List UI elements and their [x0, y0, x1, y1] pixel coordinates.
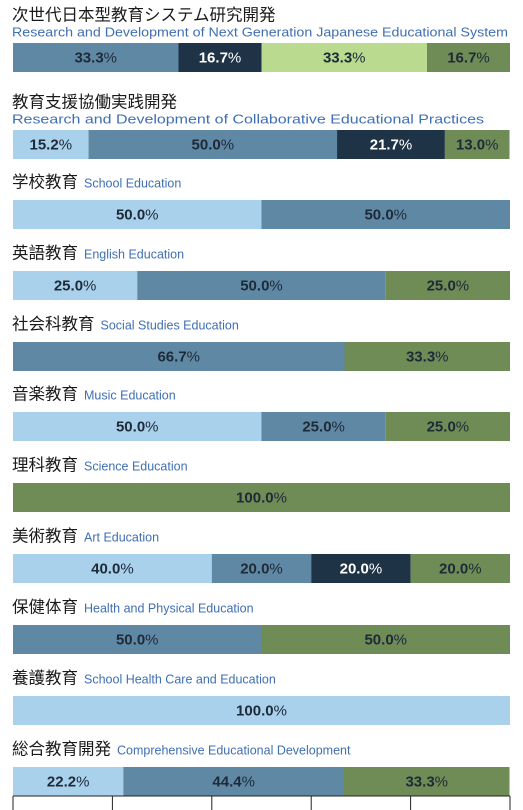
value-label: 50.0%	[240, 277, 283, 294]
bar-segment	[385, 271, 510, 300]
row-subtitle: Music Education	[84, 388, 176, 402]
value-label: 33.3%	[323, 49, 366, 66]
value-label: 33.3%	[406, 348, 449, 365]
value-label: 44.4%	[212, 773, 255, 790]
row-title: 学校教育	[12, 173, 78, 192]
value-label: 13.0%	[456, 136, 499, 153]
bar-segment	[13, 625, 262, 654]
bar-segment	[13, 696, 510, 725]
row-subtitle: Science Education	[84, 459, 188, 473]
row-title: 社会科教育	[12, 315, 95, 334]
bar-segment	[13, 767, 124, 796]
bar-segment	[344, 342, 510, 371]
value-label: 100.0%	[236, 702, 287, 719]
bar-segment	[13, 130, 89, 159]
row-title: 教育支援協働実践開発	[12, 93, 178, 112]
row-subtitle: Health and Physical Education	[84, 601, 254, 615]
bar-segment	[261, 412, 386, 441]
bar-segment	[410, 554, 510, 583]
value-label: 33.3%	[405, 773, 448, 790]
bar-segment	[261, 200, 510, 229]
bar-segment	[13, 483, 510, 512]
bar-segment	[344, 767, 510, 796]
value-label: 100.0%	[236, 489, 287, 506]
row-subtitle: Research and Development of Collaborativ…	[12, 112, 484, 126]
value-label: 25.0%	[54, 277, 97, 294]
value-label: 16.7%	[199, 49, 242, 66]
bar-segment	[137, 271, 386, 300]
value-label: 33.3%	[74, 49, 117, 66]
bar-segment	[211, 554, 312, 583]
row-subtitle: Comprehensive Educational Development	[117, 743, 351, 757]
value-label: 25.0%	[302, 418, 345, 435]
bar-segment	[13, 342, 345, 371]
bar-segment	[13, 554, 212, 583]
bar-segment	[13, 271, 138, 300]
bar-segment	[88, 130, 338, 159]
value-label: 25.0%	[427, 418, 470, 435]
row-subtitle: Social Studies Education	[101, 318, 239, 332]
value-label: 22.2%	[47, 773, 90, 790]
row-title: 養護教育	[12, 669, 78, 688]
row-subtitle: Art Education	[84, 530, 159, 544]
value-label: 50.0%	[116, 206, 159, 223]
row-subtitle: English Education	[84, 247, 184, 261]
row-title: 音楽教育	[12, 385, 78, 404]
row-subtitle: School Health Care and Education	[84, 672, 276, 686]
row-title: 英語教育	[12, 244, 78, 263]
value-label: 20.0%	[439, 560, 482, 577]
row-title: 次世代日本型教育システム研究開発	[12, 6, 276, 25]
row-title: 保健体育	[12, 598, 78, 617]
row-subtitle: Research and Development of Next Generat…	[12, 25, 508, 39]
bar-segment	[385, 412, 510, 441]
bar-segment	[444, 130, 510, 159]
value-label: 40.0%	[91, 560, 134, 577]
row-title: 美術教育	[12, 527, 78, 546]
bar-segment	[178, 43, 262, 72]
value-label: 20.0%	[340, 560, 383, 577]
bar-segment	[337, 130, 445, 159]
bar-segment	[13, 200, 262, 229]
bar-segment	[13, 412, 262, 441]
bar-segment	[427, 43, 510, 72]
value-label: 50.0%	[116, 418, 159, 435]
bar-segment	[13, 43, 179, 72]
bar-segment	[261, 43, 428, 72]
bar-segment	[123, 767, 345, 796]
value-label: 66.7%	[157, 348, 200, 365]
row-title: 理科教育	[12, 456, 78, 475]
value-label: 50.0%	[364, 206, 407, 223]
bar-segment	[311, 554, 411, 583]
value-label: 20.0%	[240, 560, 283, 577]
row-title: 総合教育開発	[12, 740, 112, 759]
value-label: 50.0%	[116, 631, 159, 648]
value-label: 16.7%	[447, 49, 490, 66]
value-label: 50.0%	[364, 631, 407, 648]
row-subtitle: School Education	[84, 176, 181, 190]
value-label: 25.0%	[427, 277, 470, 294]
value-label: 21.7%	[370, 136, 413, 153]
value-label: 15.2%	[29, 136, 72, 153]
value-label: 50.0%	[192, 136, 235, 153]
bar-segment	[261, 625, 510, 654]
